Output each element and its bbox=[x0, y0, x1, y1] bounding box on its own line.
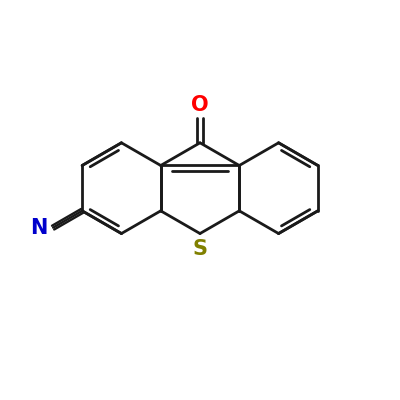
Text: O: O bbox=[191, 95, 209, 115]
Text: S: S bbox=[192, 239, 208, 259]
Text: N: N bbox=[30, 218, 47, 238]
